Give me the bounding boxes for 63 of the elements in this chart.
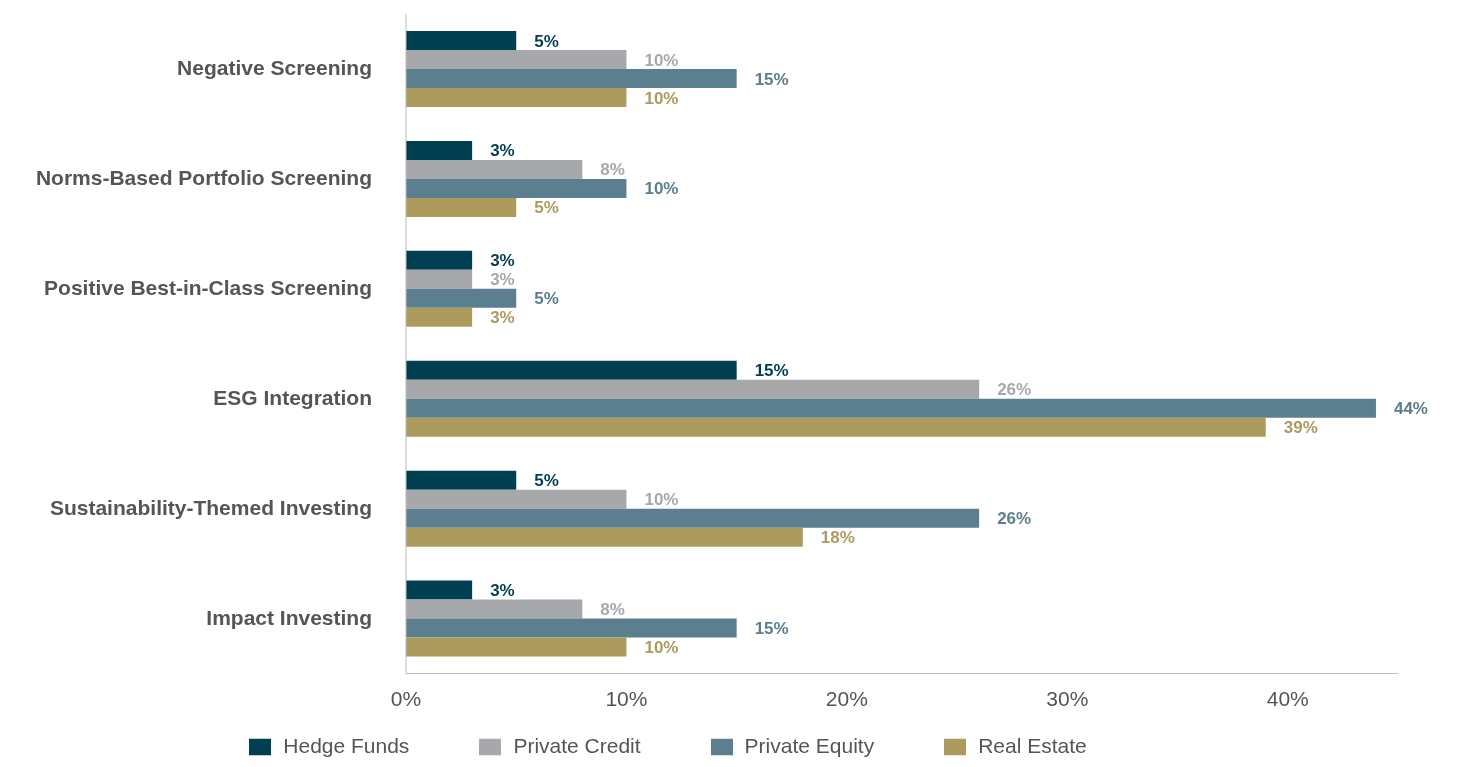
bar — [406, 69, 737, 88]
x-tick-label: 0% — [390, 687, 422, 711]
legend-label: Private Equity — [744, 733, 875, 757]
data-label: 5% — [534, 31, 559, 51]
bar — [406, 417, 1266, 437]
data-label: 15% — [754, 69, 789, 89]
data-label: 18% — [820, 528, 855, 548]
y-tick-label: Impact Investing — [206, 605, 372, 629]
data-label: 10% — [644, 50, 679, 70]
x-tick-label: 20% — [825, 687, 868, 711]
bar — [406, 31, 517, 50]
data-label: 10% — [644, 638, 679, 658]
bar — [406, 618, 737, 638]
bar — [406, 489, 627, 509]
bar — [406, 637, 627, 657]
bar — [406, 580, 473, 600]
data-label: 3% — [490, 581, 515, 601]
data-label: 15% — [754, 619, 789, 639]
x-tick-label: 30% — [1046, 687, 1089, 711]
data-label: 3% — [490, 141, 515, 161]
bar — [406, 197, 517, 217]
y-tick-label: Sustainability-Themed Investing — [49, 495, 372, 519]
bar — [406, 178, 627, 198]
data-label: 10% — [644, 88, 679, 108]
y-tick-label: Negative Screening — [177, 55, 372, 79]
bar — [406, 470, 517, 490]
bar — [406, 508, 980, 528]
y-tick-label: Norms-Based Portfolio Screening — [35, 165, 372, 189]
data-label: 3% — [490, 270, 515, 290]
data-label: 5% — [534, 198, 559, 218]
bar — [406, 250, 473, 270]
data-label: 26% — [997, 509, 1032, 529]
legend-label: Hedge Funds — [283, 733, 410, 757]
data-label: 5% — [534, 471, 559, 491]
bar — [406, 379, 980, 399]
data-label: 10% — [644, 490, 679, 510]
data-label: 8% — [600, 600, 625, 620]
x-tick-label: 40% — [1266, 687, 1309, 711]
bar — [406, 50, 627, 69]
legend-label: Private Credit — [513, 733, 641, 757]
bar — [406, 398, 1376, 418]
y-tick-label: ESG Integration — [213, 385, 372, 409]
data-label: 3% — [490, 251, 515, 271]
bar — [406, 159, 583, 179]
bar — [406, 288, 517, 308]
y-tick-label: Positive Best-in-Class Screening — [44, 275, 372, 299]
bar — [406, 307, 473, 327]
bar — [406, 527, 803, 547]
data-label: 26% — [997, 380, 1032, 400]
bar — [406, 140, 473, 160]
x-tick-label: 10% — [605, 687, 648, 711]
bar — [406, 360, 737, 380]
data-label: 8% — [600, 160, 625, 180]
legend-label: Real Estate — [978, 733, 1087, 757]
bar — [406, 269, 473, 289]
data-label: 39% — [1283, 418, 1318, 438]
data-label: 3% — [490, 308, 515, 328]
data-label: 5% — [534, 289, 559, 309]
data-label: 15% — [754, 361, 789, 381]
data-label: 44% — [1393, 399, 1428, 419]
bar — [406, 88, 627, 107]
data-label: 10% — [644, 179, 679, 199]
bar — [406, 599, 583, 619]
